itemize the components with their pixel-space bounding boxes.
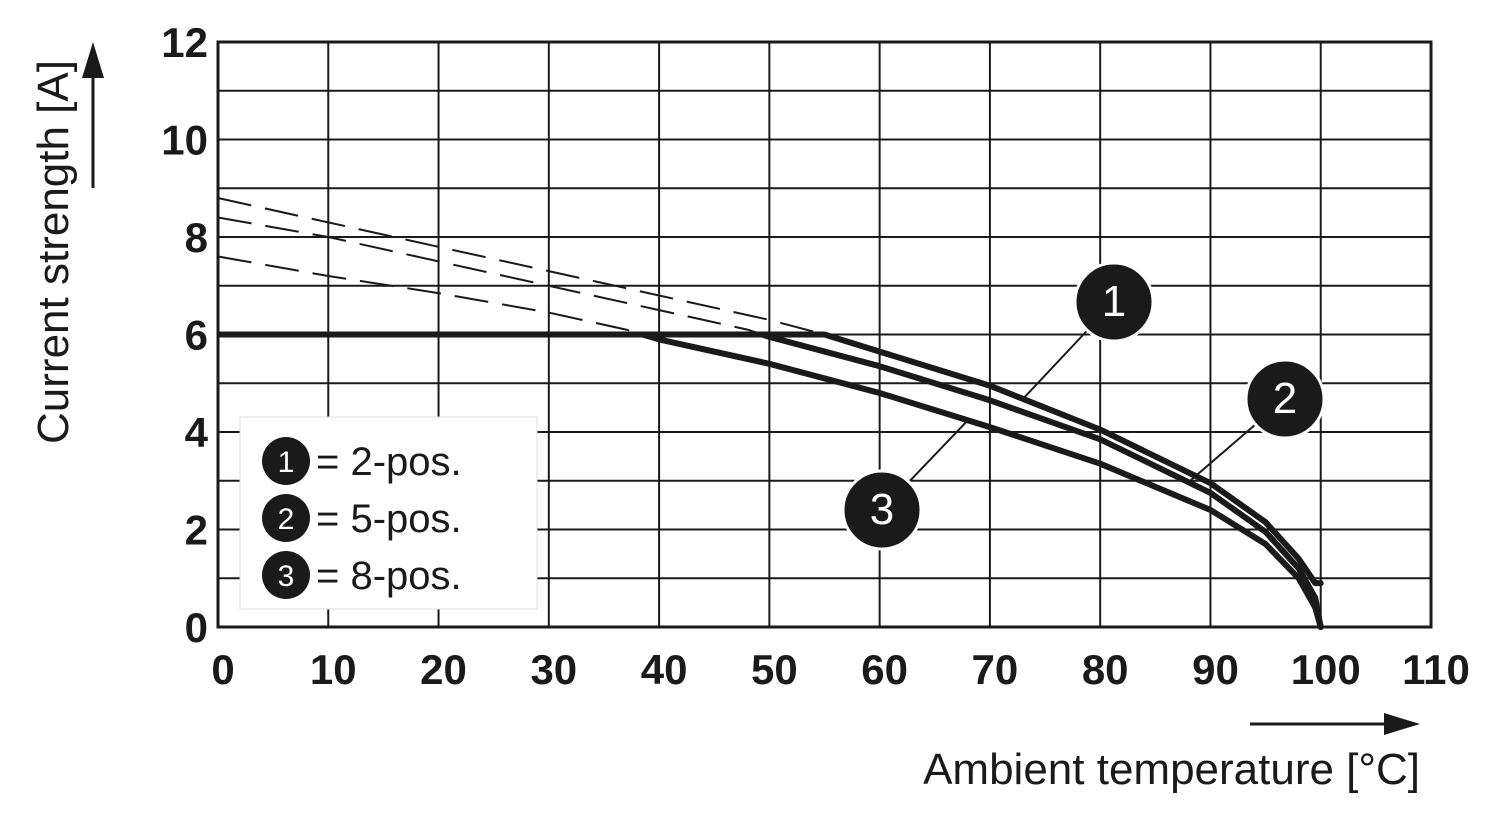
x-tick-label: 50: [751, 646, 798, 693]
series-3-line: [639, 331, 1324, 630]
legend-entries: 1 = 2-pos. 2 = 5-pos. 3 = 8-pos.: [262, 437, 462, 599]
series-lines: [218, 331, 1324, 630]
callout-2-badge: [1244, 358, 1326, 440]
y-tick-label: 0: [185, 604, 208, 651]
series-2-line: [759, 331, 1324, 630]
series-1-dashed-extension: [217, 197, 825, 336]
dashed-extensions: [217, 197, 825, 336]
x-axis-label: Ambient temperature [°C]: [923, 745, 1420, 794]
legend-entry-text: = 8-pos.: [316, 554, 462, 598]
y-axis-arrow-icon: [82, 42, 104, 78]
x-tick-label: 100: [1291, 646, 1361, 693]
legend-entry-text: = 5-pos.: [316, 497, 462, 541]
legend-badge-label: 1: [278, 446, 295, 479]
callout-3-badge: [841, 469, 923, 551]
legend-entry-text: = 2-pos.: [316, 440, 462, 484]
y-tick-labels: 0 2 4 6 8 10 12: [161, 19, 208, 651]
x-tick-labels: 0 10 20 30 40 50 60 70 80 90 100 110: [211, 646, 1470, 693]
y-axis-title: Current strength [A]: [29, 42, 104, 444]
legend-badge-2: [262, 494, 310, 542]
x-tick-label: 90: [1192, 646, 1239, 693]
x-tick-label: 20: [420, 646, 467, 693]
legend-badge-label: 3: [278, 560, 295, 593]
callout-3-label: 3: [870, 485, 894, 534]
callout-1-badge: [1073, 261, 1155, 343]
x-tick-label: 80: [1082, 646, 1129, 693]
plot-border: [216, 40, 1433, 629]
x-axis-arrow-icon: [1384, 713, 1420, 735]
callout-2-label: 2: [1273, 374, 1297, 423]
callout-1-label: 1: [1102, 277, 1126, 326]
y-tick-label: 8: [185, 214, 208, 261]
x-tick-label: 70: [972, 646, 1019, 693]
x-tick-label: 40: [641, 646, 688, 693]
callouts: 1 2 3: [841, 261, 1326, 551]
y-tick-label: 2: [185, 507, 208, 554]
legend-badge-label: 2: [278, 503, 295, 536]
series-2-dashed-extension: [217, 216, 763, 336]
y-axis-label: Current strength [A]: [29, 60, 78, 444]
x-tick-label: 30: [530, 646, 577, 693]
y-tick-label: 12: [161, 19, 208, 66]
y-tick-label: 6: [185, 312, 208, 359]
x-tick-label: 10: [310, 646, 357, 693]
legend-badge-1: [262, 437, 310, 485]
series-1-line: [821, 331, 1324, 587]
y-tick-label: 4: [185, 409, 209, 456]
series-3-dashed-extension: [217, 255, 643, 336]
x-tick-label: 0: [211, 646, 234, 693]
x-tick-label: 110: [1402, 646, 1470, 693]
x-axis-title: Ambient temperature [°C]: [923, 713, 1420, 794]
legend-badge-3: [262, 551, 310, 599]
y-tick-label: 10: [161, 117, 208, 164]
x-tick-label: 60: [861, 646, 908, 693]
plot-frame: [216, 40, 1433, 629]
